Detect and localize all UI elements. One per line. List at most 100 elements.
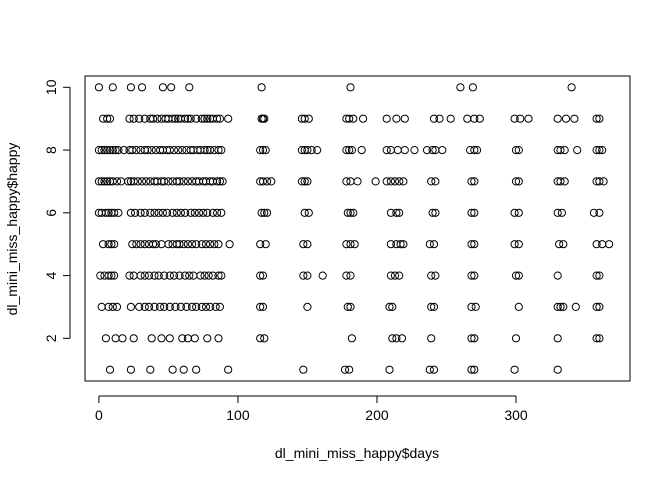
data-point — [300, 114, 309, 123]
data-point — [157, 334, 166, 343]
data-point — [516, 114, 525, 123]
data-point — [256, 271, 265, 280]
data-point — [349, 114, 358, 123]
data-point — [104, 302, 113, 311]
data-point — [175, 271, 184, 280]
data-point — [456, 83, 465, 92]
data-point — [429, 240, 439, 249]
data-point — [395, 177, 404, 186]
data-point — [559, 240, 568, 249]
data-point — [438, 146, 447, 155]
data-point — [592, 334, 601, 343]
data-point — [570, 114, 579, 123]
data-point — [467, 334, 476, 343]
data-point — [206, 302, 215, 311]
data-point — [214, 271, 223, 280]
data-point — [103, 177, 112, 186]
data-point — [349, 208, 358, 217]
data-point — [203, 114, 212, 123]
data-point — [388, 302, 397, 311]
points-layer — [94, 83, 614, 374]
data-point — [350, 240, 359, 249]
data-point — [183, 177, 192, 186]
data-point — [99, 240, 108, 249]
data-point — [592, 271, 601, 280]
data-point — [431, 177, 440, 186]
data-point — [213, 114, 222, 123]
data-point — [175, 240, 184, 249]
data-point — [108, 302, 117, 311]
data-point — [132, 146, 141, 155]
data-point — [514, 240, 523, 249]
data-point — [561, 114, 571, 123]
data-point — [126, 83, 135, 92]
data-point — [144, 271, 154, 280]
data-point — [214, 146, 223, 155]
x-tick-label: 100 — [226, 407, 250, 423]
data-point — [211, 302, 220, 311]
data-point — [592, 146, 601, 155]
data-point — [399, 177, 408, 186]
data-point — [395, 271, 404, 280]
data-point — [386, 208, 395, 217]
data-point — [473, 146, 482, 155]
data-point — [431, 271, 440, 280]
data-point — [181, 208, 190, 217]
data-point — [107, 271, 116, 280]
data-point — [511, 177, 521, 186]
data-point — [553, 271, 562, 280]
data-point — [510, 365, 519, 374]
data-point — [206, 240, 215, 249]
data-point — [103, 146, 112, 155]
data-point — [346, 240, 355, 249]
data-point — [94, 146, 104, 155]
data-point — [160, 302, 169, 311]
data-point — [214, 240, 223, 249]
data-point — [167, 83, 176, 92]
data-point — [390, 177, 400, 186]
data-point — [392, 334, 401, 343]
data-point — [592, 302, 601, 311]
data-point — [510, 114, 519, 123]
data-point — [343, 208, 352, 217]
data-point — [300, 177, 309, 186]
data-point — [410, 146, 419, 155]
data-point — [126, 208, 135, 217]
data-point — [104, 240, 113, 249]
data-point — [258, 302, 268, 311]
data-point — [164, 240, 173, 249]
data-point — [142, 177, 151, 186]
data-point — [143, 146, 152, 155]
data-point — [396, 240, 405, 249]
data-point — [514, 146, 523, 155]
data-point — [446, 114, 455, 123]
data-point — [97, 146, 106, 155]
data-point — [397, 334, 407, 343]
data-point — [150, 271, 159, 280]
data-point — [357, 146, 366, 155]
data-point — [217, 271, 226, 280]
data-point — [126, 302, 135, 311]
data-point — [146, 208, 155, 217]
data-point — [94, 177, 104, 186]
data-point — [428, 146, 437, 155]
data-point — [595, 208, 604, 217]
data-point — [599, 177, 608, 186]
data-point — [346, 271, 355, 280]
data-point — [595, 302, 604, 311]
data-point — [215, 177, 224, 186]
data-point — [510, 240, 519, 249]
plot-box — [84, 75, 631, 382]
data-point — [511, 146, 521, 155]
y-tick-label: 2 — [43, 334, 59, 342]
data-point — [261, 240, 270, 249]
data-point — [203, 208, 212, 217]
data-point — [206, 146, 215, 155]
data-point — [188, 302, 197, 311]
data-point — [427, 271, 436, 280]
data-point — [386, 240, 395, 249]
data-point — [110, 208, 119, 217]
data-point — [146, 365, 155, 374]
data-point — [592, 114, 601, 123]
y-tick-label: 4 — [43, 271, 59, 279]
